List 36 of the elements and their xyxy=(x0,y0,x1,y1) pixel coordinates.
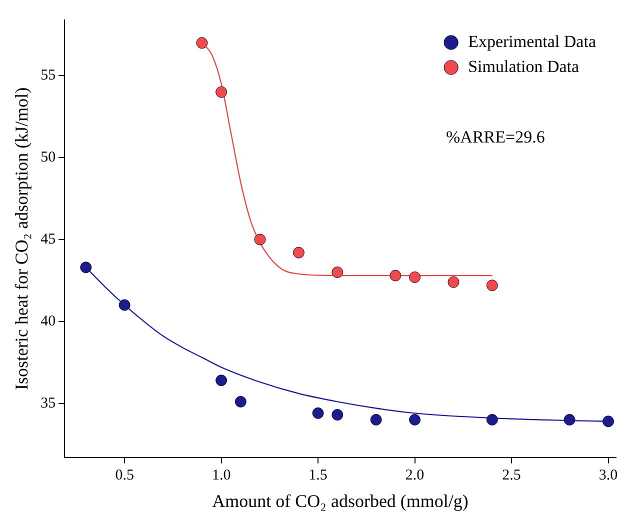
point xyxy=(409,414,421,426)
point xyxy=(80,262,92,274)
y-tick-label: 45 xyxy=(40,231,56,248)
point xyxy=(486,414,498,426)
point xyxy=(448,276,460,288)
legend-label: Simulation Data xyxy=(468,56,580,76)
y-tick-label: 40 xyxy=(40,313,56,330)
x-tick-label: 1.5 xyxy=(308,467,328,484)
x-axis-title: Amount of CO₂ adsorbed (mmol/g) xyxy=(212,490,468,511)
point xyxy=(390,270,402,282)
point xyxy=(332,409,344,421)
point xyxy=(370,414,382,426)
point xyxy=(292,246,304,258)
y-tick-label: 35 xyxy=(40,395,56,412)
y-tick-label: 50 xyxy=(40,150,56,166)
x-tick-label: 2.0 xyxy=(405,467,424,484)
point xyxy=(312,407,324,419)
point xyxy=(602,416,614,428)
annotation: %ARRE=29.6 xyxy=(446,127,545,146)
point xyxy=(564,414,576,426)
point xyxy=(118,299,130,311)
point xyxy=(234,396,246,408)
point xyxy=(196,37,208,49)
x-tick-label: 3.0 xyxy=(598,467,618,484)
point xyxy=(216,86,228,98)
legend-label: Experimental Data xyxy=(468,32,596,51)
point xyxy=(216,374,228,386)
point xyxy=(254,234,266,246)
x-tick-label: 1.0 xyxy=(212,467,231,484)
x-tick-label: 2.5 xyxy=(502,467,521,484)
y-axis-title: Isosteric heat for CO₂ adsorption (kJ/mol) xyxy=(12,87,32,390)
y-tick-label: 55 xyxy=(40,68,56,84)
point xyxy=(332,266,344,278)
point xyxy=(486,280,498,292)
point xyxy=(409,271,421,283)
x-tick-label: 0.5 xyxy=(115,467,134,484)
